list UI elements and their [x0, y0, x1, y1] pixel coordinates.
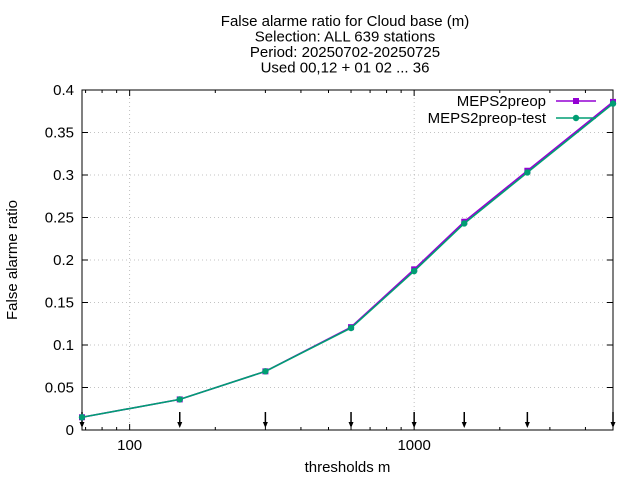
y-tick-label: 0.25 — [45, 210, 74, 227]
threshold-marker-head — [348, 422, 354, 428]
y-axis: 0 0.05 0.1 0.15 0.2 0.25 0.3 0.35 0.4 — [45, 82, 613, 439]
x-axis: 100 1000 — [85, 90, 614, 454]
series-point-2 — [176, 396, 183, 403]
series — [78, 98, 617, 421]
title-line: Period: 20250702-20250725 — [250, 44, 440, 61]
threshold-marker-head — [524, 422, 530, 428]
threshold-marker — [262, 412, 268, 428]
threshold-marker — [610, 412, 616, 428]
threshold-marker — [411, 412, 417, 428]
chart-title: False alarme ratio for Cloud base (m)Sel… — [221, 13, 469, 77]
threshold-marker-head — [262, 422, 268, 428]
threshold-marker — [348, 412, 354, 428]
y-tick-label: 0.4 — [53, 82, 74, 99]
threshold-marker-head — [411, 422, 417, 428]
title-line: Used 00,12 + 01 02 ... 36 — [261, 60, 430, 77]
threshold-marker-head — [177, 422, 183, 428]
x-tick-label: 1000 — [397, 437, 430, 454]
legend-label: MEPS2preop — [457, 93, 546, 110]
threshold-marker — [524, 412, 530, 428]
x-axis-label: thresholds m — [305, 459, 391, 476]
plot-frame — [81, 89, 614, 431]
title-line: Selection: ALL 639 stations — [255, 29, 435, 46]
grid — [82, 90, 613, 430]
x-tick-label: 100 — [117, 437, 142, 454]
threshold-marker-head — [461, 422, 467, 428]
series-line-2 — [81, 102, 614, 419]
legend-label: MEPS2preop-test — [428, 110, 547, 127]
y-tick-label: 0.05 — [45, 380, 74, 397]
legend-swatch-marker — [572, 114, 580, 122]
series-point-2 — [609, 100, 617, 107]
threshold-markers — [79, 412, 616, 428]
threshold-marker-head — [610, 422, 616, 428]
y-tick-label: 0.15 — [45, 295, 74, 312]
series-point-2 — [262, 368, 269, 375]
y-tick-label: 0.1 — [53, 337, 74, 354]
y-tick-label: 0 — [66, 422, 74, 439]
series-point-2 — [524, 169, 531, 176]
y-tick-label: 0.35 — [45, 125, 74, 142]
y-tick-label: 0.3 — [53, 167, 74, 184]
series-point-2 — [461, 220, 468, 227]
series-point-2 — [347, 324, 355, 332]
legend-swatch-marker — [573, 98, 579, 104]
y-axis-label: False alarme ratio — [4, 200, 21, 320]
y-tick-label: 0.2 — [53, 252, 74, 269]
series-point-2 — [78, 414, 86, 421]
series-line-1 — [81, 101, 614, 419]
threshold-marker-head — [79, 422, 85, 428]
title-line: False alarme ratio for Cloud base (m) — [221, 13, 469, 30]
threshold-marker — [461, 412, 467, 428]
threshold-marker — [177, 412, 183, 428]
series-point-2 — [410, 267, 418, 275]
